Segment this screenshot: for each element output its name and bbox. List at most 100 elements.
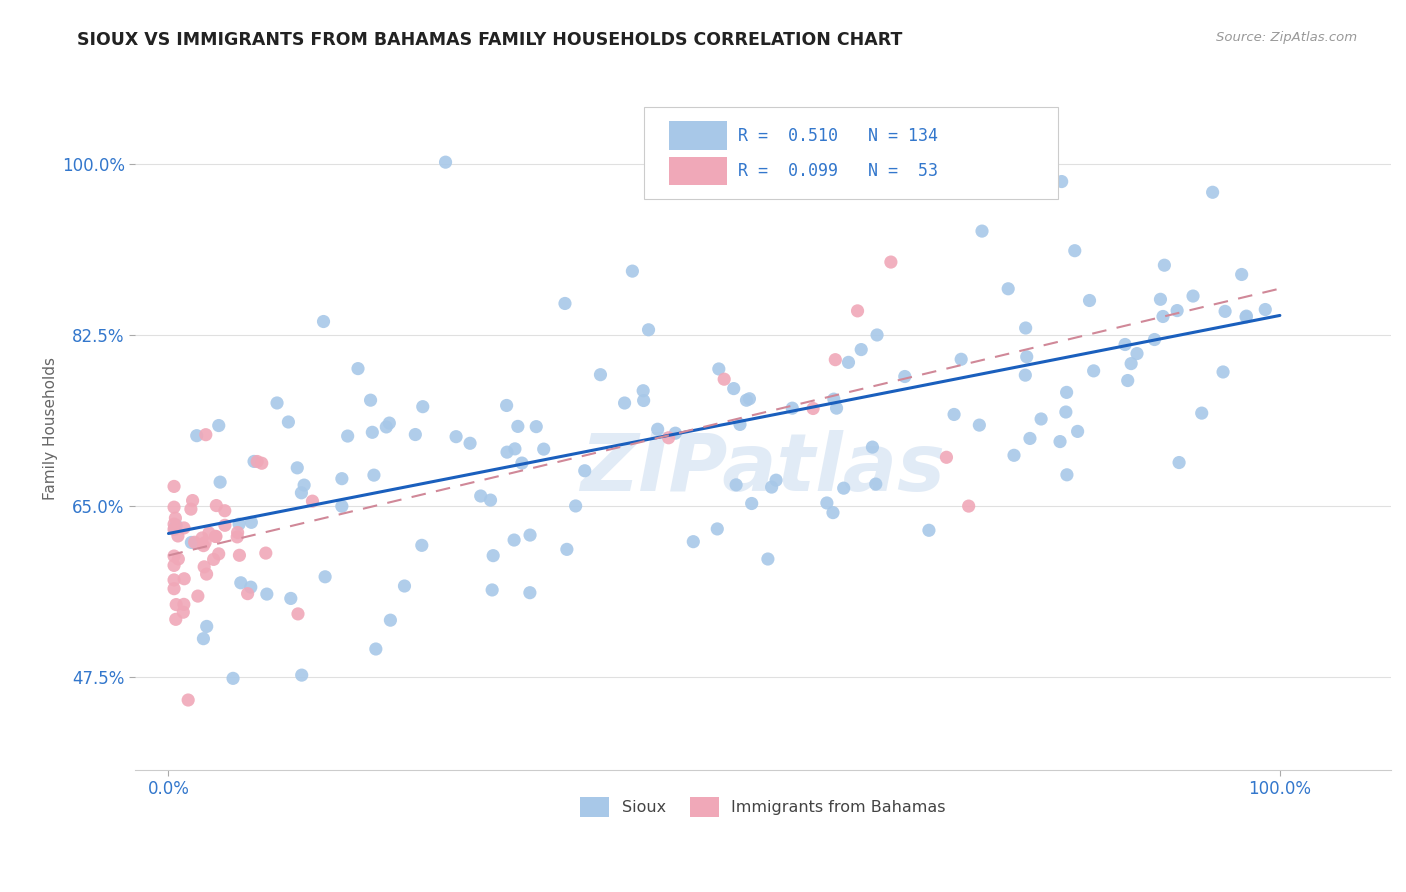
- Point: [1201, 186, 1223, 200]
- Point: [191, 531, 214, 545]
- Point: [202, 552, 225, 566]
- Point: [163, 582, 186, 596]
- Point: [647, 422, 669, 436]
- Point: [1153, 258, 1175, 272]
- Point: [195, 619, 218, 633]
- Point: [1078, 293, 1101, 308]
- Point: [193, 632, 215, 646]
- FancyBboxPatch shape: [644, 107, 1059, 199]
- Point: [503, 442, 526, 456]
- Point: [510, 456, 533, 470]
- Point: [1049, 434, 1071, 449]
- Point: [205, 529, 228, 543]
- Point: [780, 401, 803, 416]
- Point: [214, 504, 236, 518]
- Point: [404, 427, 426, 442]
- Point: [173, 598, 195, 612]
- Point: [330, 500, 353, 514]
- Point: [1056, 467, 1078, 482]
- Point: [165, 518, 187, 533]
- Point: [1126, 346, 1149, 360]
- Point: [967, 155, 990, 169]
- Point: [851, 343, 873, 357]
- Point: [1234, 310, 1257, 324]
- Point: [228, 517, 250, 532]
- Point: [411, 538, 433, 552]
- Point: [194, 427, 217, 442]
- Text: ZIPatlas: ZIPatlas: [581, 430, 946, 508]
- Point: [163, 522, 186, 536]
- Point: [336, 429, 359, 443]
- Point: [637, 323, 659, 337]
- Point: [165, 612, 187, 626]
- Point: [1114, 337, 1136, 351]
- Point: [738, 392, 761, 406]
- Point: [208, 418, 231, 433]
- Point: [444, 430, 467, 444]
- Point: [950, 352, 973, 367]
- Point: [347, 361, 370, 376]
- FancyBboxPatch shape: [669, 121, 727, 150]
- Point: [250, 456, 273, 470]
- Point: [167, 552, 190, 566]
- Point: [482, 549, 505, 563]
- Point: [519, 585, 541, 599]
- Point: [394, 579, 416, 593]
- Point: [970, 224, 993, 238]
- Point: [633, 393, 655, 408]
- Point: [765, 473, 787, 487]
- Point: [290, 485, 312, 500]
- Point: [801, 401, 824, 416]
- Point: [301, 494, 323, 508]
- Point: [1066, 425, 1088, 439]
- Point: [1143, 333, 1166, 347]
- Text: Source: ZipAtlas.com: Source: ZipAtlas.com: [1216, 31, 1357, 45]
- Point: [1236, 309, 1258, 323]
- Text: R =  0.099   N =  53: R = 0.099 N = 53: [738, 162, 938, 180]
- Point: [228, 549, 250, 563]
- Point: [165, 598, 187, 612]
- Point: [682, 534, 704, 549]
- Point: [1063, 244, 1085, 258]
- Point: [706, 522, 728, 536]
- Point: [205, 499, 228, 513]
- Point: [198, 525, 221, 540]
- Point: [363, 468, 385, 483]
- Point: [821, 506, 844, 520]
- Point: [495, 399, 517, 413]
- Point: [479, 493, 502, 508]
- Point: [193, 559, 215, 574]
- Point: [277, 415, 299, 429]
- Point: [935, 450, 957, 465]
- Point: [165, 511, 187, 525]
- Point: [707, 362, 730, 376]
- Point: [181, 493, 204, 508]
- Point: [658, 431, 681, 445]
- Point: [1254, 302, 1277, 317]
- Point: [496, 445, 519, 459]
- Point: [470, 489, 492, 503]
- Point: [266, 396, 288, 410]
- Point: [173, 572, 195, 586]
- Point: [555, 542, 578, 557]
- Point: [1191, 406, 1213, 420]
- Point: [613, 396, 636, 410]
- Point: [240, 516, 263, 530]
- Point: [519, 528, 541, 542]
- Point: [866, 328, 889, 343]
- Point: [713, 372, 735, 386]
- Point: [1213, 304, 1236, 318]
- Point: [846, 304, 869, 318]
- Point: [589, 368, 612, 382]
- Text: R =  0.510   N = 134: R = 0.510 N = 134: [738, 127, 938, 145]
- Point: [1212, 365, 1234, 379]
- Point: [167, 529, 190, 543]
- Point: [969, 418, 991, 433]
- Point: [285, 460, 308, 475]
- Point: [997, 282, 1019, 296]
- Point: [1230, 268, 1253, 282]
- Point: [360, 393, 382, 408]
- Point: [194, 535, 217, 549]
- Point: [287, 607, 309, 621]
- Point: [193, 539, 215, 553]
